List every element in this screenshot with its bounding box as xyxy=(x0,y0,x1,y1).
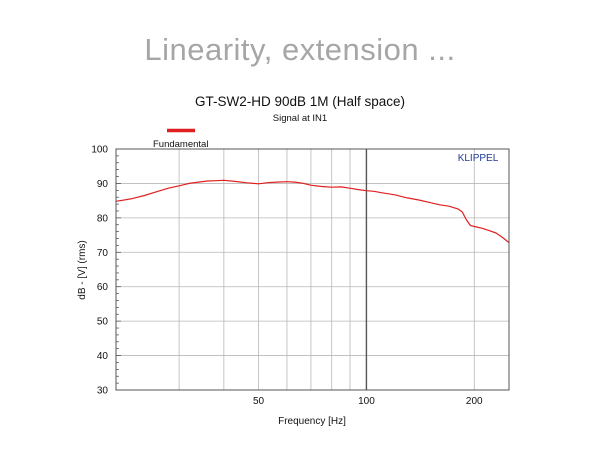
y-tick-label: 40 xyxy=(97,351,109,362)
x-tick-label: 100 xyxy=(358,396,375,407)
chart-title: GT-SW2-HD 90dB 1M (Half space) xyxy=(195,94,405,109)
y-tick-label: 80 xyxy=(97,213,109,224)
y-axis-label: dB - [V] (rms) xyxy=(77,240,88,299)
slide-title: Linearity, extension ... xyxy=(144,32,456,67)
plot-area xyxy=(116,149,509,390)
x-tick-label: 200 xyxy=(466,396,483,407)
brand-label: KLIPPEL xyxy=(458,153,499,164)
plot-frame xyxy=(115,148,510,391)
plot-border xyxy=(115,148,510,391)
x-tick-label: 50 xyxy=(253,396,265,407)
chart-subtitle: Signal at IN1 xyxy=(273,113,327,124)
y-tick-label: 30 xyxy=(97,386,109,397)
y-tick-label: 90 xyxy=(97,179,109,190)
plot-background xyxy=(116,149,509,390)
x-axis-label: Frequency [Hz] xyxy=(278,416,346,427)
y-tick-label: 100 xyxy=(91,145,108,156)
series-line-fundamental xyxy=(115,179,510,244)
grid xyxy=(116,149,509,390)
y-tick-label: 70 xyxy=(97,248,109,259)
series-layer xyxy=(115,179,510,244)
axis-ticks: 30 40 50 60 70 80 90 100 50 100 200 xyxy=(91,145,483,408)
legend-label: Fundamental xyxy=(153,139,208,150)
y-tick-label: 60 xyxy=(97,282,109,293)
y-tick-label: 50 xyxy=(97,317,109,328)
